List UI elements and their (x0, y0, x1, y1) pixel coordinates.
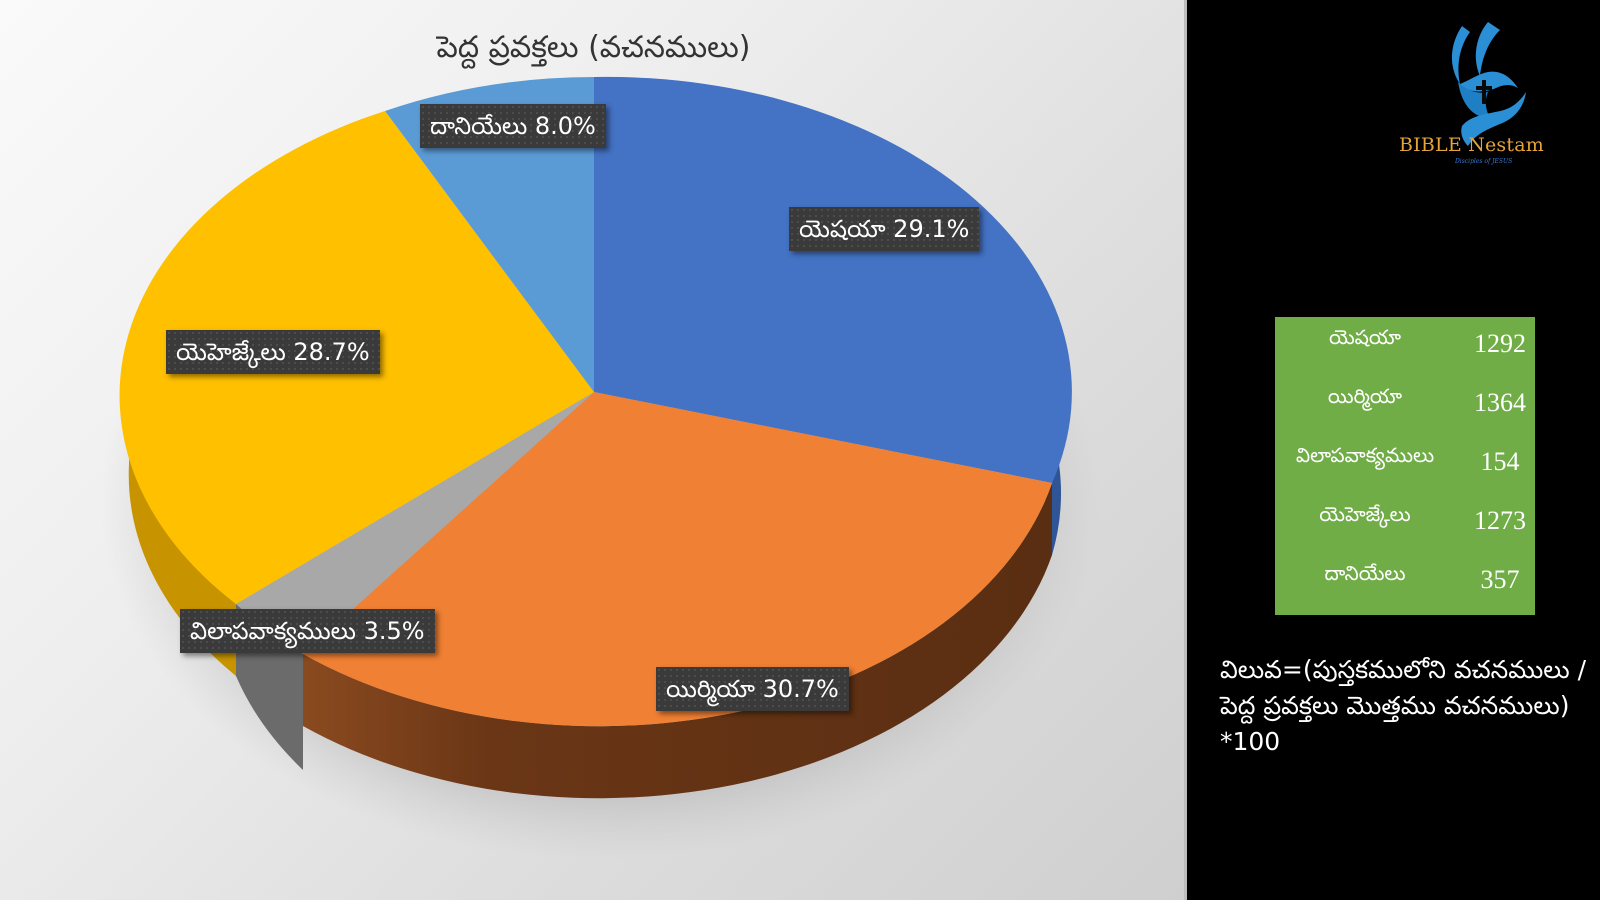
table-row: యిర్మియా 1364 (1275, 376, 1535, 434)
verse-count: 154 (1480, 447, 1520, 476)
slice-daniel[interactable] (385, 77, 594, 392)
table-row: యెషయా 1292 (1275, 317, 1535, 375)
book-name: యెహెజ్కేలు (1319, 502, 1411, 526)
book-name: యిర్మియా (1327, 384, 1403, 408)
data-label-jeremiah: యిర్మియా 30.7% (656, 667, 849, 711)
table-row: విలాపవాక్యములు 154 (1275, 435, 1535, 493)
dove-logo-icon (1451, 22, 1526, 146)
verse-count: 1292 (1474, 329, 1526, 358)
slice-jeremiah[interactable] (303, 392, 1052, 727)
logo-title: BIBLE Nestam (1399, 134, 1544, 156)
verse-count: 357 (1480, 565, 1520, 594)
verse-count: 1273 (1474, 506, 1526, 535)
formula-note: విలువ=(పుస్తకములోని వచనములు / పెద్ద ప్రవ… (1220, 655, 1587, 756)
verse-count: 1364 (1474, 388, 1526, 417)
data-label-lamentations: విలాపవాక్యములు 3.5% (180, 609, 435, 653)
slice-lamentations[interactable] (236, 392, 594, 654)
chart-area: పెద్ద ప్రవక్తలు (వచనములు) దానియేలు 8.0% … (0, 0, 1187, 900)
verse-count-table: యెషయా 1292 యిర్మియా 1364 విలాపవాక్యములు … (1275, 317, 1535, 615)
book-name: దానియేలు (1324, 561, 1406, 585)
data-label-ezekiel: యెహెజ్కేలు 28.7% (166, 330, 380, 374)
data-label-isaiah: యెషయా 29.1% (789, 207, 980, 251)
logo-tagline: Disciples of JESUS (1455, 158, 1513, 165)
table-row: దానియేలు 357 (1275, 553, 1535, 611)
book-name: విలాపవాక్యములు (1295, 443, 1435, 467)
table-row: యెహెజ్కేలు 1273 (1275, 494, 1535, 552)
chart-title: పెద్ద ప్రవక్తలు (వచనములు) (436, 30, 751, 65)
data-label-daniel: దానియేలు 8.0% (420, 104, 606, 148)
slice-isaiah[interactable] (594, 76, 1072, 483)
book-name: యెషయా (1328, 325, 1402, 349)
